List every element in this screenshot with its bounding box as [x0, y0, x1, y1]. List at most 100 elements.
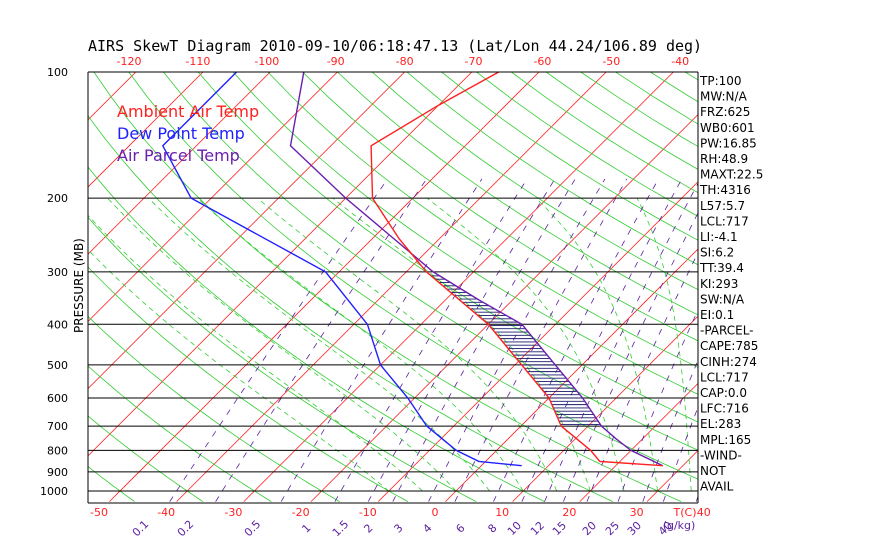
legend: Ambient Air Temp Dew Point Temp Air Parcel… [117, 102, 259, 165]
mixing-ratio-label: 4 [420, 521, 434, 535]
moist-adiabat-line [636, 197, 692, 492]
mixing-ratio-line [642, 359, 698, 502]
pressure-tick-label: 100 [47, 66, 68, 79]
moist-adiabat-line [148, 197, 490, 492]
mixing-ratio-line [544, 182, 698, 502]
profile-lines [161, 72, 664, 467]
dry-adiabat-line [476, 72, 698, 217]
stability-index-entry: NOT [700, 464, 726, 478]
dry-adiabat-line [441, 72, 698, 241]
mixing-ratio-label: 6 [453, 521, 467, 535]
top-temp-tick-label: -100 [254, 55, 279, 68]
dry-adiabat-line [232, 72, 698, 395]
mixing-ratio-line [367, 178, 556, 502]
moist-adiabat-line [88, 214, 423, 492]
stability-index-entry: KI:293 [700, 277, 738, 291]
bottom-temp-tick-label: -40 [157, 506, 175, 519]
moist-adiabat-line [426, 197, 625, 492]
stability-index-entry: CINH:274 [700, 355, 757, 369]
mixing-ratio-line [662, 406, 698, 502]
top-temp-tick-label: -60 [533, 55, 551, 68]
dry-adiabat-line [88, 166, 545, 502]
mixing-ratio-label: 2 [361, 521, 375, 535]
stability-index-entry: LCL:717 [700, 214, 749, 228]
stability-index-entry: LCL:717 [700, 370, 749, 384]
ambient-temp-profile-line [370, 72, 663, 467]
legend-entry: Ambient Air Temp [117, 102, 259, 121]
mixing-ratio-line [392, 178, 576, 502]
stability-index-entry: FRZ:625 [700, 105, 750, 119]
mixing-ratio-unit-label: (g/kg) [663, 519, 696, 532]
isotherm-line [88, 72, 204, 188]
parcel-profile-line [289, 72, 664, 467]
isotherm-line [0, 63, 78, 502]
pressure-tick-label: 600 [47, 392, 68, 405]
pressure-tick-label: 300 [47, 266, 68, 279]
mixing-ratio-line [280, 178, 483, 502]
mixing-ratio-label: 20 [580, 519, 599, 538]
dry-adiabat-line [406, 72, 698, 266]
dry-adiabat-line [650, 72, 698, 103]
top-temp-tick-label: -50 [602, 55, 620, 68]
stability-index-entry: L57:5.7 [700, 199, 745, 213]
dry-adiabat-line [0, 72, 66, 502]
stability-index-entry: TT:39.4 [699, 261, 744, 275]
bottom-temp-tick-label: -10 [359, 506, 377, 519]
mixing-ratio-line [586, 251, 698, 502]
mixing-ratio-label: 30 [625, 519, 644, 538]
mixing-ratio-label: 3 [391, 521, 405, 535]
top-temp-tick-label: -90 [327, 55, 345, 68]
stability-index-entry: AVAIL [700, 480, 734, 494]
pressure-tick-label: 800 [47, 444, 68, 457]
y-axis-label: PRESSURE (MB) [72, 238, 86, 333]
stability-index-entry: -WIND- [700, 448, 742, 462]
dry-adiabat-line [302, 72, 698, 342]
mixing-ratio-label: 1.5 [330, 518, 352, 540]
dry-adiabat-line [197, 72, 698, 423]
top-temp-tick-label: -120 [117, 55, 142, 68]
stability-index-entry: EI:0.1 [700, 308, 734, 322]
isotherm-line [781, 63, 870, 502]
stability-index-entry: MPL:165 [700, 433, 751, 447]
mixing-ratio-line [563, 212, 698, 502]
bottom-temp-tick-label: 30 [630, 506, 644, 519]
legend-entry: Dew Point Temp [117, 124, 245, 143]
isotherm-line [310, 114, 698, 502]
pressure-tick-label: 700 [47, 420, 68, 433]
mixing-ratio-label: 0.5 [242, 518, 264, 540]
isotherm-line [88, 72, 338, 322]
moist-adiabat-line [535, 197, 658, 492]
mixing-ratio-label: 15 [550, 519, 569, 538]
dry-adiabat-line [337, 72, 698, 316]
isotherm-line [88, 72, 271, 255]
mixing-ratio-line [521, 178, 683, 502]
pressure-tick-label: 1000 [40, 485, 68, 498]
dry-adiabat-line [267, 72, 698, 368]
stability-index-entry: MAXT:22.5 [700, 168, 763, 182]
moist-adiabat-line [107, 197, 457, 492]
isotherm-line [0, 63, 11, 502]
cape-hatching [431, 275, 601, 425]
stability-index-entry: LFC:716 [700, 402, 749, 416]
mixing-ratio-label: 0.1 [130, 518, 152, 540]
isotherm-line [646, 450, 698, 502]
mixing-ratio-label: 0.2 [175, 518, 197, 540]
mixing-ratio-label: 25 [603, 519, 622, 538]
isotherm-line [88, 72, 406, 390]
isotherm-line [176, 72, 607, 502]
stability-index-entry: SI:6.2 [700, 246, 734, 260]
mixing-ratio-line [334, 178, 528, 502]
stability-index-entry: SW:N/A [700, 292, 745, 306]
stability-index-entry: -PARCEL- [700, 324, 754, 338]
isotherm-line [512, 315, 698, 502]
dry-adiabat-line [755, 72, 870, 502]
pressure-tick-label: 200 [47, 192, 68, 205]
stability-index-entry: WB0:601 [700, 121, 755, 135]
mixing-ratio-line [169, 178, 388, 502]
bottom-temp-tick-label: 10 [495, 506, 509, 519]
bottom-temp-tick-label: -50 [90, 506, 108, 519]
stability-index-entry: PW:16.85 [700, 136, 757, 150]
top-temp-tick-label: -80 [396, 55, 414, 68]
bottom-temp-tick-label: 40 [697, 506, 711, 519]
